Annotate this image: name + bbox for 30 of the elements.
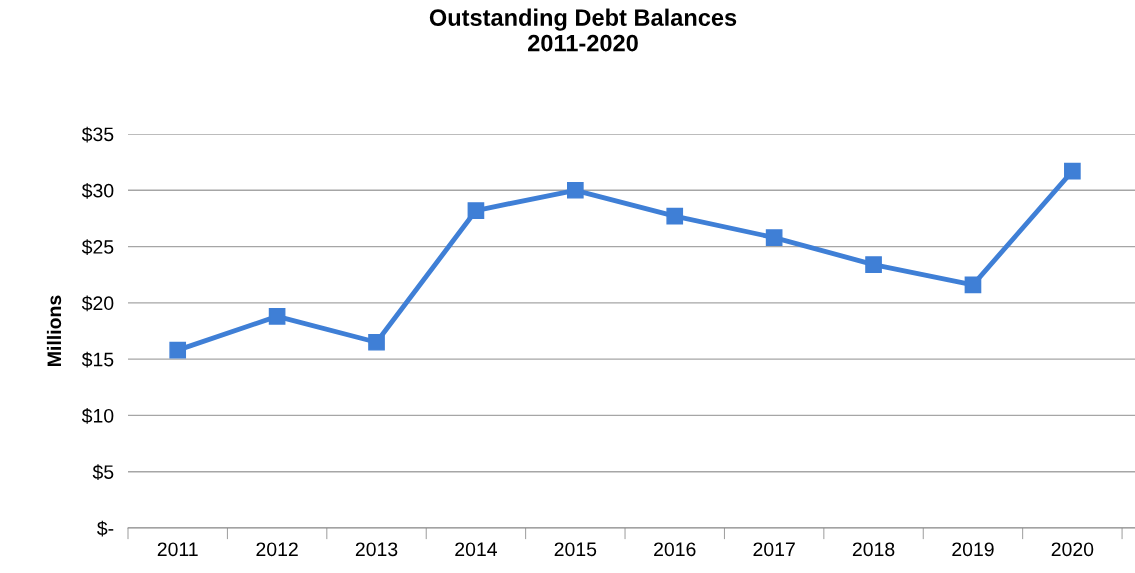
x-tick-label: 2013 [355,542,398,557]
y-tick-label: $5 [92,464,114,481]
y-tick-label: $35 [81,126,114,143]
point [169,341,187,359]
y-tick-label: $30 [81,182,114,199]
x-tick-label: 2012 [256,542,298,557]
y-axis-title: Millions [46,295,62,366]
y-tick-label: $15 [81,351,114,368]
point [268,308,286,325]
x-tick-label: 2016 [654,542,696,557]
x-tick-label: 2017 [753,542,795,557]
chart-title: Outstanding Debt Balances 2011-2020 [429,8,737,52]
y-tick-label: $10 [81,408,114,424]
point [567,181,584,199]
y-tick-label: $- [97,520,114,537]
x-tick-label: 2020 [1051,542,1094,557]
x-tick-label: 2015 [554,542,597,557]
point [467,202,485,219]
point [1064,162,1081,180]
x-tick-label: 2019 [952,542,994,557]
point [865,256,882,273]
x-tick-label: 2014 [455,542,497,557]
y-tick-label: $25 [81,239,114,255]
x-tick-label: 2018 [852,542,895,557]
point [765,229,783,246]
x-tick-label: 2011 [157,542,198,557]
point [368,333,385,351]
point [964,276,982,294]
y-tick-label: $20 [81,295,114,312]
point [666,207,684,225]
